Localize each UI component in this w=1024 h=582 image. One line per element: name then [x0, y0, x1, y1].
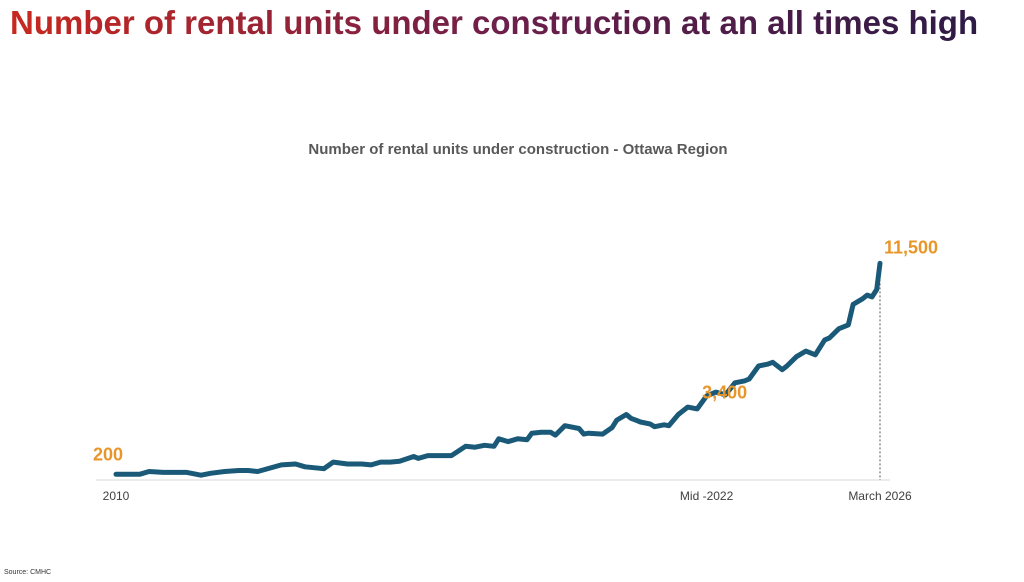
- slide-title: Number of rental units under constructio…: [10, 4, 979, 41]
- x-tick-label: Mid -2022: [680, 489, 734, 503]
- data-label: 3,400: [702, 383, 747, 403]
- data-label: 200: [93, 444, 123, 464]
- data-label: 11,500: [884, 237, 938, 257]
- chart-title: Number of rental units under constructio…: [308, 141, 727, 158]
- x-tick-label: 2010: [103, 489, 130, 503]
- x-tick-label: March 2026: [848, 489, 912, 503]
- source-note: Source: CMHC: [4, 569, 52, 576]
- series-line: [113, 260, 883, 478]
